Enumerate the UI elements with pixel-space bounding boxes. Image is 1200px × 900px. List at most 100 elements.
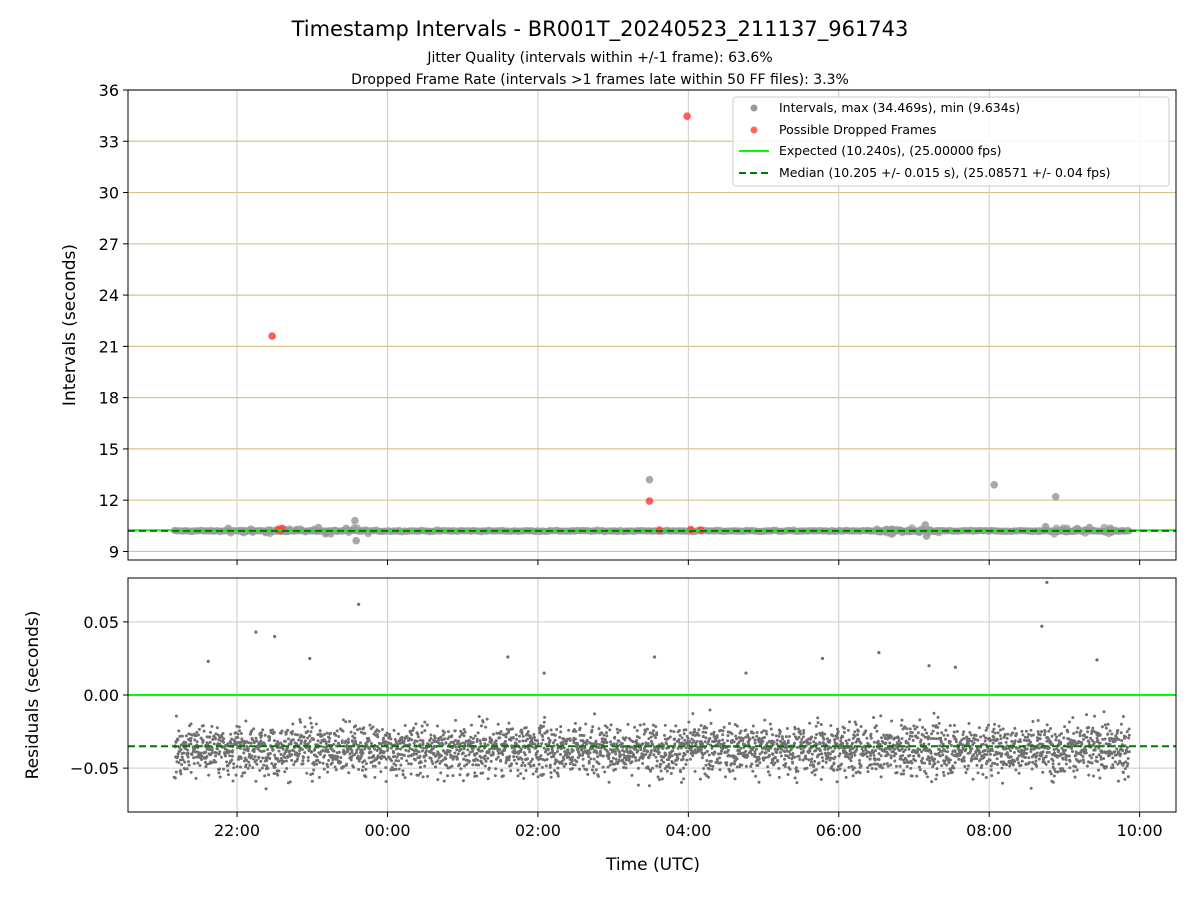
residual-point <box>372 755 376 759</box>
residual-point <box>501 774 505 778</box>
residual-point <box>1098 733 1102 737</box>
residual-point <box>386 746 390 750</box>
residual-point <box>768 773 772 777</box>
residual-point <box>859 741 863 745</box>
residual-point <box>1013 726 1017 730</box>
residual-point <box>521 761 525 765</box>
residual-point <box>735 724 739 728</box>
residual-point <box>662 760 666 764</box>
residual-point <box>174 770 178 774</box>
residual-point <box>573 721 577 725</box>
residual-point <box>1062 736 1066 740</box>
residual-point <box>483 764 487 768</box>
residual-point <box>767 753 771 757</box>
residual-point <box>996 738 1000 742</box>
residual-point <box>230 758 234 762</box>
residual-point <box>341 718 345 722</box>
residual-point <box>762 758 766 762</box>
residual-point <box>416 735 420 739</box>
residual-point <box>679 770 683 774</box>
residual-point <box>657 747 661 751</box>
residual-point <box>439 754 443 758</box>
residual-point <box>859 725 863 729</box>
residual-point <box>383 755 387 759</box>
residual-point <box>946 750 950 754</box>
residual-point <box>751 731 755 735</box>
residual-point <box>536 775 540 779</box>
residual-point <box>323 754 327 758</box>
residual-point <box>701 742 705 746</box>
residual-point <box>707 753 711 757</box>
residual-point <box>603 738 607 742</box>
residual-point <box>196 733 200 737</box>
residual-point <box>733 777 737 781</box>
residual-point <box>829 724 833 728</box>
residual-point <box>763 718 767 722</box>
residual-point <box>617 739 621 743</box>
residual-point <box>673 737 677 741</box>
residual-point <box>406 754 410 758</box>
residual-point <box>655 759 659 763</box>
residual-point <box>677 728 681 732</box>
residual-point <box>835 780 839 784</box>
residual-point <box>661 746 665 750</box>
residual-point <box>1081 754 1085 758</box>
residual-point <box>458 742 462 746</box>
residual-point <box>450 734 454 738</box>
residual-point <box>213 736 217 740</box>
residual-point <box>702 766 706 770</box>
residual-point <box>553 751 557 755</box>
residual-point <box>805 766 809 770</box>
residual-point <box>773 761 777 765</box>
residual-point <box>927 742 931 746</box>
residual-point <box>291 729 295 733</box>
residual-point <box>704 731 708 735</box>
residual-point <box>421 746 425 750</box>
x-tick-label: 22:00 <box>214 821 260 840</box>
residual-point <box>1057 749 1061 753</box>
residual-point <box>1126 775 1130 779</box>
residual-point <box>373 775 377 779</box>
interval-point-outlier <box>351 516 359 525</box>
residual-point <box>715 757 719 761</box>
residual-point <box>791 752 795 756</box>
residual-point <box>279 756 283 760</box>
residual-point <box>458 735 462 739</box>
residuals-plot-frame <box>127 577 1177 813</box>
intervals-legend: Intervals, max (34.469s), min (9.634s) P… <box>732 96 1170 187</box>
residual-point <box>848 720 852 724</box>
residual-point <box>354 724 358 728</box>
residual-point <box>642 722 646 726</box>
residual-point <box>198 763 202 767</box>
residual-point <box>872 762 876 766</box>
residual-point <box>589 736 593 740</box>
residual-point <box>1056 770 1060 774</box>
residual-point <box>968 749 972 753</box>
residual-point <box>659 769 663 773</box>
residual-point <box>970 747 974 751</box>
residual-point <box>685 758 689 762</box>
residual-point <box>411 729 415 733</box>
residual-point <box>341 729 345 733</box>
residual-point <box>1020 729 1024 733</box>
residual-point <box>1027 732 1031 736</box>
residual-point <box>1059 732 1063 736</box>
residual-point <box>397 767 401 771</box>
residual-point <box>930 780 934 784</box>
residual-point <box>709 759 713 763</box>
residual-point <box>928 759 932 763</box>
residual-point <box>270 762 274 766</box>
residual-point <box>396 746 400 750</box>
residual-point <box>949 743 953 747</box>
residual-point <box>479 741 483 745</box>
intervals-reference-lines <box>128 529 1176 532</box>
residual-point <box>263 742 267 746</box>
residual-point <box>818 742 822 746</box>
residual-point <box>349 730 353 734</box>
residual-point <box>1103 723 1107 727</box>
residual-point <box>214 760 218 764</box>
residuals-y-ticks: 0.050.00−0.05 <box>70 613 128 778</box>
x-tick-label: 02:00 <box>515 821 561 840</box>
residual-point <box>416 773 420 777</box>
residual-point <box>1067 754 1071 758</box>
